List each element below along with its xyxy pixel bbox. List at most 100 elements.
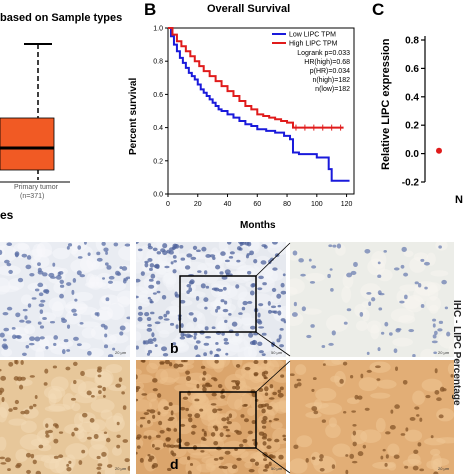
nucleus [261, 332, 267, 336]
tissue-texture [290, 286, 298, 296]
nucleus [147, 323, 152, 327]
scale-label: 20 μm [438, 466, 450, 471]
nucleus [236, 430, 242, 435]
nucleus [59, 284, 65, 288]
nucleus [169, 444, 176, 449]
nucleus [21, 352, 27, 356]
nucleus [279, 327, 284, 331]
nucleus [212, 256, 216, 261]
nucleus [226, 416, 230, 422]
tissue-texture [202, 360, 225, 369]
nucleus [380, 455, 384, 460]
nucleus [44, 368, 49, 374]
nucleus [192, 445, 198, 451]
nucleus [147, 243, 152, 248]
nucleus [226, 421, 232, 425]
x-tick-label: 0 [166, 201, 170, 208]
nucleus [220, 299, 225, 303]
stat-label: Logrank p=0.033 [297, 50, 350, 57]
nucleus [215, 342, 219, 345]
nucleus [66, 245, 70, 250]
nucleus [346, 272, 353, 278]
nucleus [179, 336, 186, 340]
nucleus [122, 405, 127, 410]
panel-a-title: based on Sample types [0, 12, 123, 24]
nucleus [43, 382, 48, 386]
nucleus [203, 270, 208, 275]
nucleus [203, 342, 210, 346]
tissue-texture [360, 283, 382, 300]
x-tick-label: 80 [283, 201, 291, 208]
nucleus [400, 264, 405, 269]
nucleus [66, 349, 71, 352]
nucleus [264, 464, 270, 469]
nucleus [308, 258, 312, 262]
nucleus [377, 274, 382, 279]
nucleus [220, 390, 224, 395]
nucleus [72, 361, 78, 366]
nucleus [78, 460, 83, 465]
micrograph-blue-zoom: 20 μm [290, 242, 454, 357]
nucleus [339, 378, 344, 384]
nucleus [378, 307, 383, 311]
nucleus [371, 297, 376, 302]
tissue-texture [366, 320, 382, 334]
nucleus [258, 350, 264, 354]
nucleus [136, 434, 142, 439]
nucleus [192, 245, 198, 250]
tissue-texture [150, 439, 165, 451]
nucleus [266, 438, 272, 442]
x-tick-label: 40 [224, 201, 232, 208]
tissue-texture [71, 402, 81, 412]
micrograph-brown-2: 50 μm [136, 360, 286, 474]
nucleus [39, 325, 45, 329]
nucleus [136, 345, 139, 350]
nucleus [238, 242, 245, 245]
nucleus [25, 320, 32, 324]
nucleus [231, 380, 238, 383]
nucleus [319, 454, 324, 459]
nucleus [350, 270, 357, 275]
nucleus [351, 410, 356, 413]
nucleus [213, 440, 219, 446]
nucleus [263, 245, 268, 249]
nucleus [58, 270, 64, 275]
tissue-texture [108, 333, 129, 344]
nucleus [243, 418, 249, 423]
tissue-texture [237, 346, 257, 357]
scale-label: 50 μm [271, 350, 283, 355]
nucleus [263, 458, 267, 462]
tissue-texture [355, 320, 368, 332]
nucleus [413, 449, 419, 454]
nucleus [408, 328, 415, 333]
tissue-texture [42, 417, 54, 430]
nucleus [140, 271, 145, 276]
nucleus [305, 457, 309, 463]
nucleus [137, 316, 143, 322]
tissue-texture [367, 258, 386, 276]
nucleus [444, 306, 449, 310]
nucleus [384, 321, 389, 327]
chart-ylabel: Percent survival [128, 77, 139, 155]
nucleus [274, 438, 280, 443]
nucleus [301, 306, 306, 312]
ihc-side-label: IHC - LIPC Percentage [451, 300, 462, 406]
nucleus [217, 408, 223, 411]
plot-frame [167, 27, 355, 195]
nucleus [272, 391, 278, 396]
nucleus [148, 455, 155, 460]
tissue-texture [0, 277, 11, 295]
nucleus [151, 443, 155, 448]
nucleus [103, 431, 108, 434]
nucleus [170, 261, 174, 265]
nucleus [32, 403, 37, 407]
nucleus [235, 364, 241, 368]
nucleus [147, 338, 154, 343]
nucleus [258, 326, 265, 329]
nucleus [293, 301, 297, 307]
nucleus [148, 435, 152, 440]
nucleus [87, 350, 92, 356]
nucleus [4, 259, 10, 264]
nucleus [136, 374, 138, 380]
nucleus [154, 344, 158, 347]
